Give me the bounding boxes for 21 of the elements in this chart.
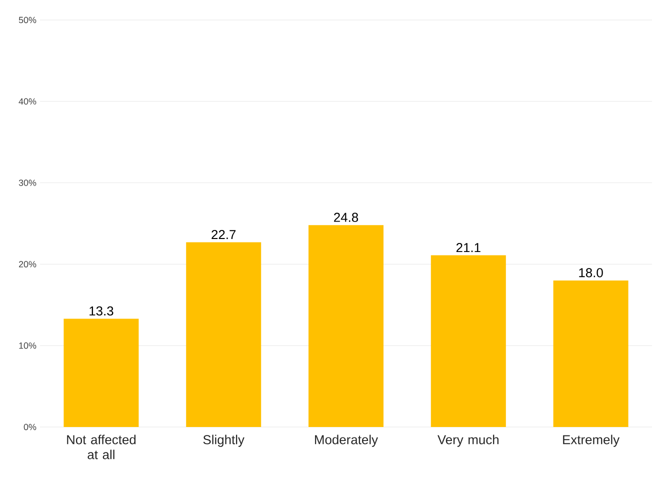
bar: [430, 255, 506, 427]
data-label: 21.1: [456, 243, 480, 252]
bar: [186, 242, 262, 427]
bar: [308, 225, 384, 427]
y-tick-label: 0%: [24, 424, 36, 430]
x-tick-label: Not affected at all: [67, 434, 136, 460]
x-tick-label: Moderately: [315, 434, 378, 447]
y-tick-label: 50%: [18, 16, 36, 24]
data-label: 18.0: [579, 268, 603, 278]
x-tick-label: Very much: [438, 434, 498, 447]
y-tick-label: 20%: [18, 261, 36, 268]
y-tick-label: 10%: [19, 342, 36, 349]
data-label: 24.8: [334, 212, 358, 222]
x-tick-label: Slightly: [203, 434, 244, 447]
y-tick-label: 30%: [18, 180, 36, 186]
y-tick-label: 40%: [18, 98, 36, 105]
x-tick-label: Extremely: [563, 434, 620, 447]
data-label: 22.7: [212, 230, 236, 240]
bar: [553, 280, 628, 427]
bar: [64, 318, 139, 427]
data-label: 13.3: [90, 306, 114, 316]
